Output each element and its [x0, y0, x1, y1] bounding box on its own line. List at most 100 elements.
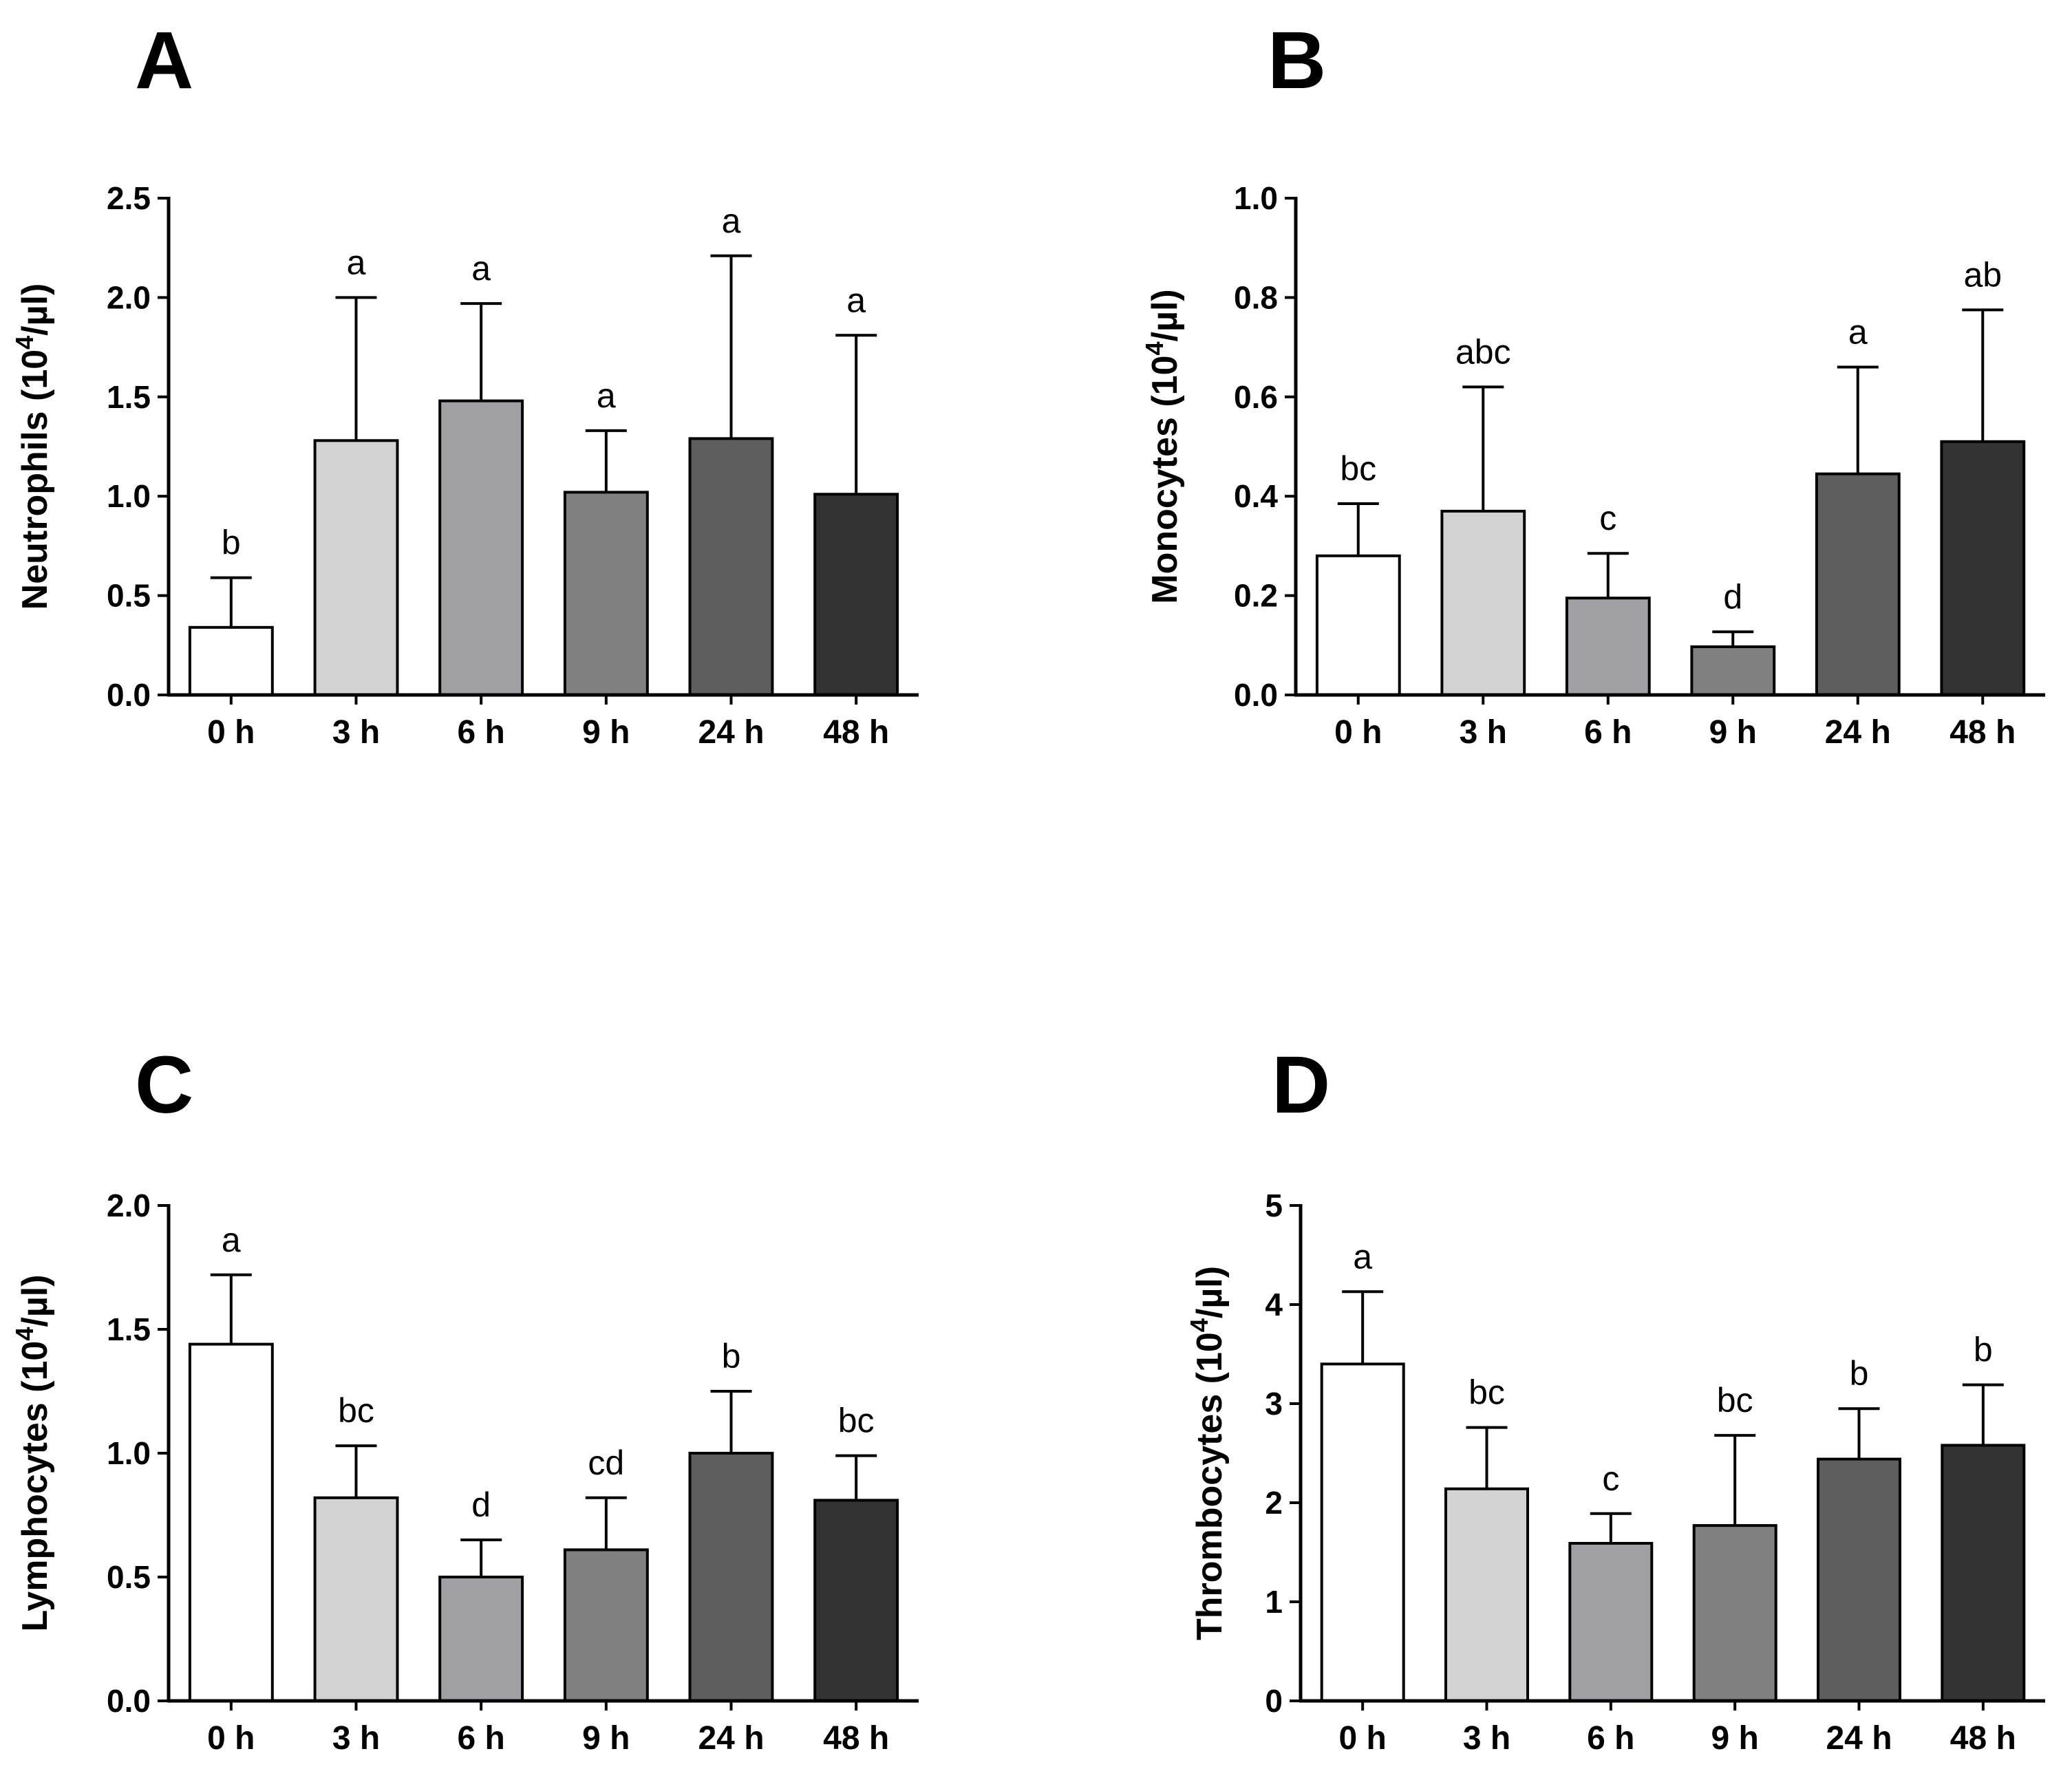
x-tick-label: 48 h [823, 714, 889, 751]
significance-letter: abc [1455, 332, 1511, 371]
bar-9h [1690, 645, 1776, 696]
significance-letter: a [222, 1221, 241, 1259]
significance-letter: bc [338, 1391, 374, 1430]
y-tick-label: 0.8 [1234, 279, 1278, 315]
significance-letter: a [846, 281, 866, 319]
panel-a: Ab 0 h a 3 h a 6 h a 9 h a 24 h a 48 h 0.0 0.5 1.0 1.5 2… [10, 15, 919, 751]
panel-letter-a: A [135, 15, 193, 106]
y-tick-label: 1.0 [1234, 180, 1278, 216]
bar-6h [438, 399, 524, 696]
bar-0h [1315, 554, 1401, 696]
y-tick-label: 2.0 [107, 279, 151, 315]
x-tick-label: 24 h [698, 714, 764, 751]
significance-letter: bc [1717, 1381, 1753, 1419]
bar-24h [688, 1452, 774, 1702]
x-tick-label: 0 h [1338, 1720, 1386, 1757]
bar-0h [1320, 1362, 1405, 1703]
x-tick-label: 9 h [1711, 1720, 1758, 1757]
x-tick-label: 6 h [1584, 714, 1632, 751]
y-axis-title-base: Lymphocytes (10 [15, 1341, 55, 1632]
y-tick-label: 5 [1265, 1188, 1283, 1223]
x-tick-label: 3 h [1463, 1720, 1510, 1757]
x-tick-label: 9 h [582, 1720, 630, 1757]
significance-letter: ab [1963, 255, 2002, 294]
y-axis-title-superscript: 4 [1185, 1318, 1213, 1332]
significance-letter: d [1723, 577, 1742, 616]
y-tick-label: 0.2 [1234, 578, 1278, 614]
bar-24h [1817, 1457, 1901, 1703]
x-tick-label: 24 h [698, 1720, 764, 1757]
y-axis-title: Neutrophils (104/µl) [10, 283, 55, 610]
y-axis-title: Lymphocytes (104/µl) [10, 1274, 55, 1631]
panel-letter-b: B [1268, 15, 1326, 106]
bar-3h [313, 1496, 399, 1703]
y-tick-label: 0 [1265, 1683, 1283, 1719]
x-tick-label: 0 h [207, 1720, 255, 1757]
significance-letter: c [1599, 499, 1616, 537]
significance-letter: b [1974, 1331, 1993, 1369]
y-axis-title-superscript: 4 [1140, 341, 1168, 355]
y-tick-label: 1 [1265, 1584, 1283, 1620]
y-axis-title: Monocytes (104/µl) [1140, 289, 1185, 603]
bar-24h [1815, 472, 1901, 696]
bar-6h [1565, 597, 1651, 697]
significance-letter: a [347, 243, 366, 281]
significance-letter: a [722, 202, 741, 240]
y-tick-label: 0.5 [107, 578, 151, 614]
panel-letter-d: D [1272, 1040, 1330, 1130]
significance-letter: c [1602, 1459, 1619, 1498]
y-tick-label: 1.5 [107, 1311, 151, 1347]
y-axis-title-superscript: 4 [10, 1327, 39, 1341]
bar-24h [688, 437, 774, 697]
x-tick-label: 48 h [1950, 1720, 2016, 1757]
bar-9h [563, 1548, 649, 1702]
y-tick-label: 1.0 [107, 478, 151, 514]
bar-3h [1444, 1487, 1529, 1703]
bar-48h [813, 1499, 899, 1702]
significance-letter: bc [1468, 1373, 1505, 1412]
y-axis-title-superscript: 4 [10, 336, 39, 350]
y-tick-label: 1.0 [107, 1435, 151, 1471]
bar-3h [313, 439, 399, 696]
y-tick-label: 0.4 [1234, 478, 1278, 514]
y-axis-title-unit: /µl) [15, 1274, 55, 1327]
panel-d: Da 0 h bc 3 h c 6 h bc 9 h b 24 h b 48 h 0 1 2 3 4 5 Throm… [1185, 1040, 2045, 1757]
y-tick-label: 0.5 [107, 1559, 151, 1595]
bar-6h [438, 1576, 524, 1702]
significance-letter: d [471, 1486, 491, 1524]
x-tick-label: 9 h [582, 714, 630, 751]
y-axis-title-unit: /µl) [15, 283, 55, 336]
x-tick-label: 0 h [1334, 714, 1382, 751]
x-tick-label: 24 h [1826, 1720, 1892, 1757]
bar-48h [1941, 1444, 2026, 1702]
panel-letter-c: C [135, 1040, 193, 1130]
significance-letter: a [471, 249, 491, 288]
panel-c: Ca 0 h bc 3 h d 6 h cd 9 h b 24 h bc 48 h 0.0 0.5 1.0 1… [10, 1040, 919, 1757]
x-tick-label: 6 h [1587, 1720, 1634, 1757]
significance-letter: a [1353, 1237, 1372, 1276]
y-axis-title-unit: /µl) [1145, 289, 1185, 341]
significance-letter: a [597, 376, 616, 415]
x-tick-label: 3 h [1460, 714, 1507, 751]
bar-9h [563, 491, 649, 697]
y-axis-title-base: Neutrophils (10 [15, 350, 55, 610]
x-tick-label: 9 h [1709, 714, 1757, 751]
y-tick-label: 3 [1265, 1386, 1283, 1422]
y-tick-label: 0.6 [1234, 379, 1278, 415]
significance-letter: cd [588, 1444, 624, 1482]
bar-0h [188, 1342, 274, 1702]
y-tick-label: 2.0 [107, 1188, 151, 1223]
y-tick-label: 0.0 [1234, 677, 1278, 713]
y-axis-title-base: Monocytes (10 [1145, 355, 1185, 603]
bar-9h [1692, 1524, 1777, 1703]
significance-letter: a [1848, 313, 1868, 352]
bar-48h [1940, 440, 2026, 696]
x-tick-label: 6 h [457, 714, 504, 751]
bar-6h [1568, 1542, 1654, 1702]
y-tick-label: 2 [1265, 1485, 1283, 1521]
panel-b: Bbc 0 h abc 3 h c 6 h d 9 h a 24 h ab 48 h 0.0 0.2 0.4… [1140, 15, 2045, 751]
y-tick-label: 2.5 [107, 180, 151, 216]
y-tick-label: 0.0 [107, 1683, 151, 1719]
x-tick-label: 6 h [457, 1720, 504, 1757]
